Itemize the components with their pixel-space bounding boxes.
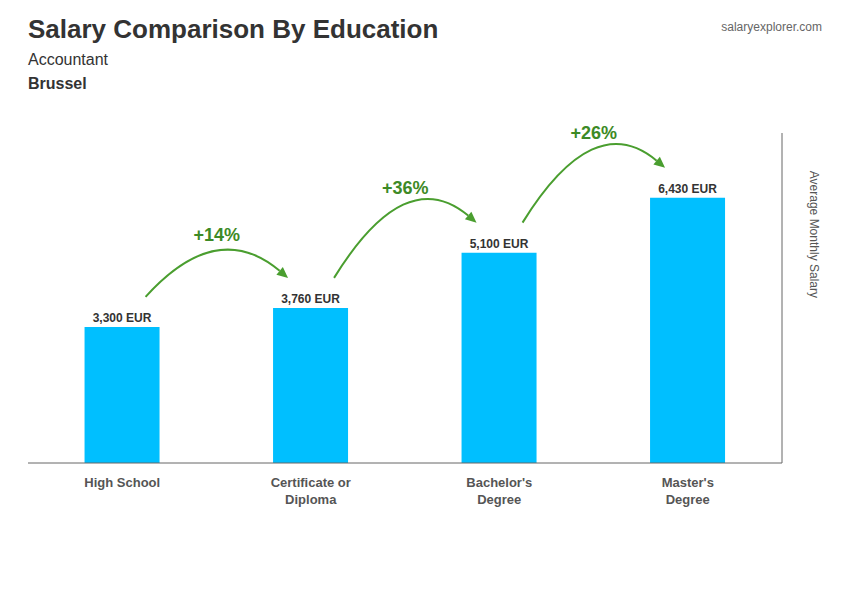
html-text:Brussel: Brussel	[28, 75, 87, 92]
svg-text:+26%: +26%	[571, 123, 618, 143]
svg-text:High School: High School	[84, 475, 160, 490]
svg-text:6,430 EUR: 6,430 EUR	[658, 182, 717, 196]
svg-text:Average Monthly Salary: Average Monthly Salary	[807, 171, 821, 298]
svg-text:5,100 EUR: 5,100 EUR	[470, 237, 529, 251]
html-text:Salary Comparison By Education: Salary Comparison By Education	[28, 14, 439, 44]
svg-text:Master'sDegree: Master'sDegree	[662, 475, 714, 507]
svg-text:3,760 EUR: 3,760 EUR	[281, 292, 340, 306]
html-text:Accountant: Accountant	[28, 51, 109, 68]
svg-text:Certificate orDiploma: Certificate orDiploma	[271, 475, 351, 507]
svg-text:+14%: +14%	[194, 225, 241, 245]
svg-text:3,300 EUR: 3,300 EUR	[93, 311, 152, 325]
svg-text:Bachelor'sDegree: Bachelor'sDegree	[466, 475, 532, 507]
html-text:salaryexplorer.com: salaryexplorer.com	[721, 20, 822, 34]
svg-text:+36%: +36%	[382, 178, 429, 198]
